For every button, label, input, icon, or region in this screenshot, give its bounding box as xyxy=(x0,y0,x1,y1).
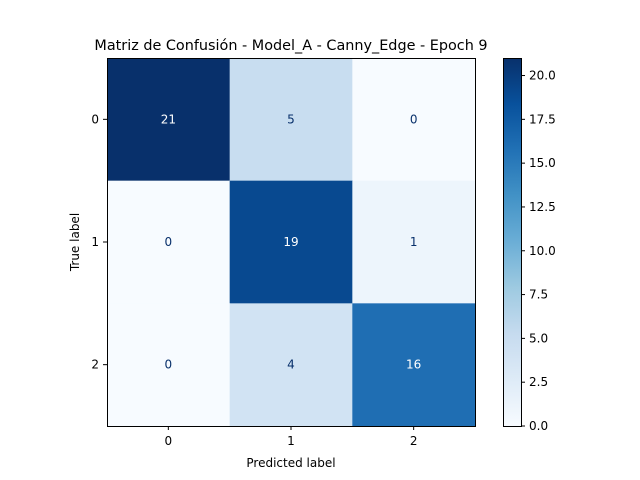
colorbar-tick-label: 15.0 xyxy=(529,156,556,170)
x-axis-label: Predicted label xyxy=(246,456,335,470)
cell-value-label: 0 xyxy=(165,358,173,372)
y-tick-label: 2 xyxy=(91,358,99,372)
heatmap-cell-r0-c0 xyxy=(107,58,231,182)
heatmap-cell-labels: 21 5 0 0 19 1 0 4 16 xyxy=(161,112,422,371)
colorbar-tick-label: 0.0 xyxy=(529,419,548,433)
cell-value-label: 21 xyxy=(161,112,176,126)
cell-value-label: 5 xyxy=(287,112,295,126)
cell-value-label: 16 xyxy=(406,358,421,372)
heatmap-cell-r0-c2 xyxy=(352,58,476,182)
cell-value-label: 19 xyxy=(283,235,298,249)
x-axis-ticks: 0 1 2 xyxy=(165,426,418,448)
x-tick-label: 2 xyxy=(410,434,418,448)
cell-value-label: 4 xyxy=(287,358,295,372)
colorbar-tick-label: 5.0 xyxy=(529,331,548,345)
heatmap-cell-r1-c0 xyxy=(107,180,231,304)
heatmap-cells xyxy=(107,58,476,427)
y-axis-label: True label xyxy=(68,213,82,272)
heatmap-cell-r1-c1 xyxy=(229,180,353,304)
cell-value-label: 1 xyxy=(410,235,418,249)
y-tick-label: 1 xyxy=(91,235,99,249)
colorbar-tick-label: 2.5 xyxy=(529,375,548,389)
colorbar-frame xyxy=(503,58,522,427)
colorbar-tick-label: 17.5 xyxy=(529,112,556,126)
colorbar-tick-label: 12.5 xyxy=(529,200,556,214)
heatmap-cell-r2-c2 xyxy=(352,303,476,427)
cell-value-label: 0 xyxy=(410,112,418,126)
x-tick-label: 1 xyxy=(287,434,295,448)
x-tick-label: 0 xyxy=(165,434,173,448)
heatmap-cell-r1-c2 xyxy=(352,180,476,304)
heatmap-cell-r2-c1 xyxy=(229,303,353,427)
colorbar-ticks: 0.0 2.5 5.0 7.5 10.0 12.5 15.0 17.5 20.0 xyxy=(521,69,556,433)
heatmap-cell-r2-c0 xyxy=(107,303,231,427)
colorbar xyxy=(503,58,521,426)
heatmap-cell-r0-c1 xyxy=(229,58,353,182)
colorbar-tick-label: 10.0 xyxy=(529,244,556,258)
y-tick-label: 0 xyxy=(91,112,99,126)
y-axis-ticks: 0 1 2 xyxy=(91,112,107,372)
colorbar-tick-label: 7.5 xyxy=(529,288,548,302)
cell-value-label: 0 xyxy=(165,235,173,249)
colorbar-tick-label: 20.0 xyxy=(529,69,556,83)
chart-title: Matriz de Confusión - Model_A - Canny_Ed… xyxy=(94,38,487,54)
